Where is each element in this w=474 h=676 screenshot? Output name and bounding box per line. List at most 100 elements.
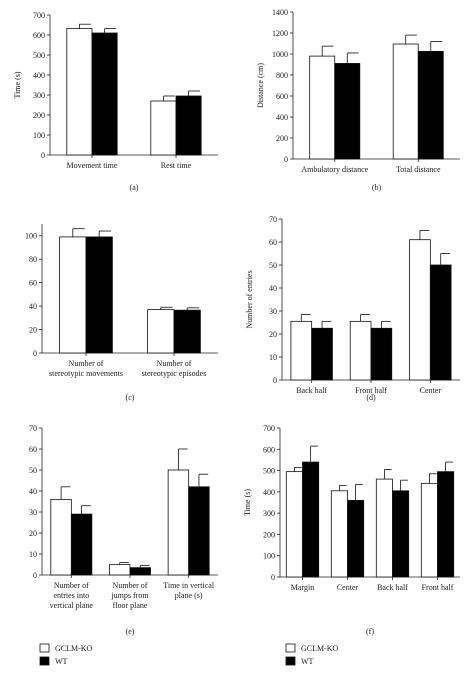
p3-bar-wt <box>85 236 113 354</box>
p1-category-label: Rest time <box>161 161 192 170</box>
legend-swatch-wt <box>39 656 50 666</box>
p5-bar-wt <box>70 513 93 576</box>
p5-category-label: vertical plane <box>50 601 94 610</box>
p5-y-tick-label: 50 <box>29 466 37 475</box>
p5-bar-gclm-ko <box>50 498 72 576</box>
p6-category-label: Margin <box>291 583 314 592</box>
p5-category-label: plane (s) <box>175 591 203 600</box>
p3-category-label: Number of <box>69 359 104 368</box>
p1-bar-gclm-ko <box>66 28 93 156</box>
p2-bar-wt <box>334 63 361 160</box>
p1-bar-gclm-ko <box>150 100 177 156</box>
p2-y-tick-label: 0 <box>284 155 288 164</box>
p5-bar-gclm-ko <box>109 564 131 576</box>
p5-category-label: floor plane <box>113 601 148 610</box>
p5-category-label: Time in vertical <box>163 581 215 590</box>
p2-y-tick-label: 600 <box>276 92 288 101</box>
p6-bar-wt <box>392 490 410 578</box>
p4-y-tick-label: 60 <box>269 238 277 247</box>
p3-panel-label: (c) <box>126 393 135 402</box>
p4-category-label: Center <box>420 386 442 395</box>
p3-y-tick-label: 40 <box>29 302 37 311</box>
p2-y-tick-label: 1200 <box>272 29 288 38</box>
p3-bar-gclm-ko <box>59 236 87 354</box>
p5-y-tick-label: 40 <box>29 487 37 496</box>
p2-bar-gclm-ko <box>392 43 419 160</box>
p3-y-tick-label: 60 <box>29 279 37 288</box>
p6-y-tick-label: 300 <box>263 509 275 518</box>
p6-bar-gclm-ko <box>420 482 438 578</box>
p2-y-tick-label: 800 <box>276 71 288 80</box>
p4-y-tick-label: 30 <box>269 307 277 316</box>
p6-bar-gclm-ko <box>285 471 303 578</box>
p5-y-tick-label: 60 <box>29 445 37 454</box>
p6-bar-wt <box>437 471 455 578</box>
p5-category-label: entries into <box>53 591 89 600</box>
p6-y-axis-label: Time (s) <box>243 489 252 516</box>
p2-y-tick-label: 400 <box>276 113 288 122</box>
p6-bar-gclm-ko <box>330 490 348 578</box>
p3-y-tick-label: 80 <box>29 255 37 264</box>
p1-y-tick-label: 500 <box>33 51 45 60</box>
p4-bar-wt <box>370 327 393 381</box>
p1-category-label: Movement time <box>67 161 118 170</box>
p2-bar-gclm-ko <box>309 55 336 160</box>
p3-y-tick-label: 20 <box>29 326 37 335</box>
p5-bar-wt <box>188 486 210 576</box>
p2-category-label: Total distance <box>396 165 441 174</box>
legend-label: WT <box>55 657 68 666</box>
p6-category-label: Back half <box>377 583 408 592</box>
p6-bar-wt <box>302 461 320 578</box>
p1-y-tick-label: 400 <box>33 71 45 80</box>
p3-category-label: Number of <box>157 359 192 368</box>
p6-bar-gclm-ko <box>375 478 393 578</box>
p6-category-label: Center <box>337 583 359 592</box>
p4-y-axis-label: Number of entries <box>245 270 254 328</box>
p5-y-tick-label: 0 <box>33 571 37 580</box>
p4-bar-gclm-ko <box>349 320 372 381</box>
p6-y-tick-label: 200 <box>263 530 275 539</box>
p1-bar-wt <box>91 32 118 156</box>
p1-y-tick-label: 0 <box>41 151 45 160</box>
legend-swatch-wt <box>285 656 296 666</box>
p1-y-tick-label: 700 <box>33 11 45 20</box>
p4-bar-wt <box>429 264 452 381</box>
p2-panel-label: (b) <box>372 183 382 192</box>
p2-y-tick-label: 200 <box>276 134 288 143</box>
p6-y-tick-label: 700 <box>263 424 275 433</box>
p4-panel-label: (d) <box>366 393 376 402</box>
p4-category-label: Front half <box>355 386 387 395</box>
p4-y-tick-label: 50 <box>269 261 277 270</box>
p3-bar-wt <box>173 309 201 354</box>
p1-y-tick-label: 300 <box>33 91 45 100</box>
p2-y-tick-label: 1000 <box>272 50 288 59</box>
p4-y-tick-label: 10 <box>269 353 277 362</box>
p6-panel-label: (f) <box>366 627 374 636</box>
p4-y-tick-label: 70 <box>269 215 277 224</box>
p6-y-tick-label: 100 <box>263 552 275 561</box>
p1-y-tick-label: 200 <box>33 111 45 120</box>
p3-category-label: stereotypic movements <box>49 369 123 378</box>
legend-label: GCLM-KO <box>55 644 93 653</box>
p5-y-tick-label: 70 <box>29 424 37 433</box>
p1-y-axis-label: Time (s) <box>13 71 22 98</box>
p4-bar-gclm-ko <box>290 320 313 381</box>
p6-y-tick-label: 600 <box>263 445 275 454</box>
p5-y-tick-label: 10 <box>29 550 37 559</box>
p6-category-label: Front half <box>422 583 454 592</box>
p2-y-axis-label: Distance (cm) <box>256 63 265 108</box>
p5-category-label: jumps from <box>110 591 149 600</box>
p4-y-tick-label: 0 <box>273 376 277 385</box>
p1-y-tick-label: 100 <box>33 131 45 140</box>
p5-y-tick-label: 30 <box>29 508 37 517</box>
p5-bar-gclm-ko <box>167 469 190 576</box>
p4-bar-wt <box>311 327 333 381</box>
p5-y-tick-label: 20 <box>29 529 37 538</box>
p1-bar-wt <box>175 95 202 156</box>
p2-y-tick-label: 1400 <box>272 8 288 17</box>
p4-y-tick-label: 40 <box>269 284 277 293</box>
legend-label: WT <box>301 657 314 666</box>
p3-bar-gclm-ko <box>147 309 175 354</box>
p5-panel-label: (e) <box>126 627 135 636</box>
